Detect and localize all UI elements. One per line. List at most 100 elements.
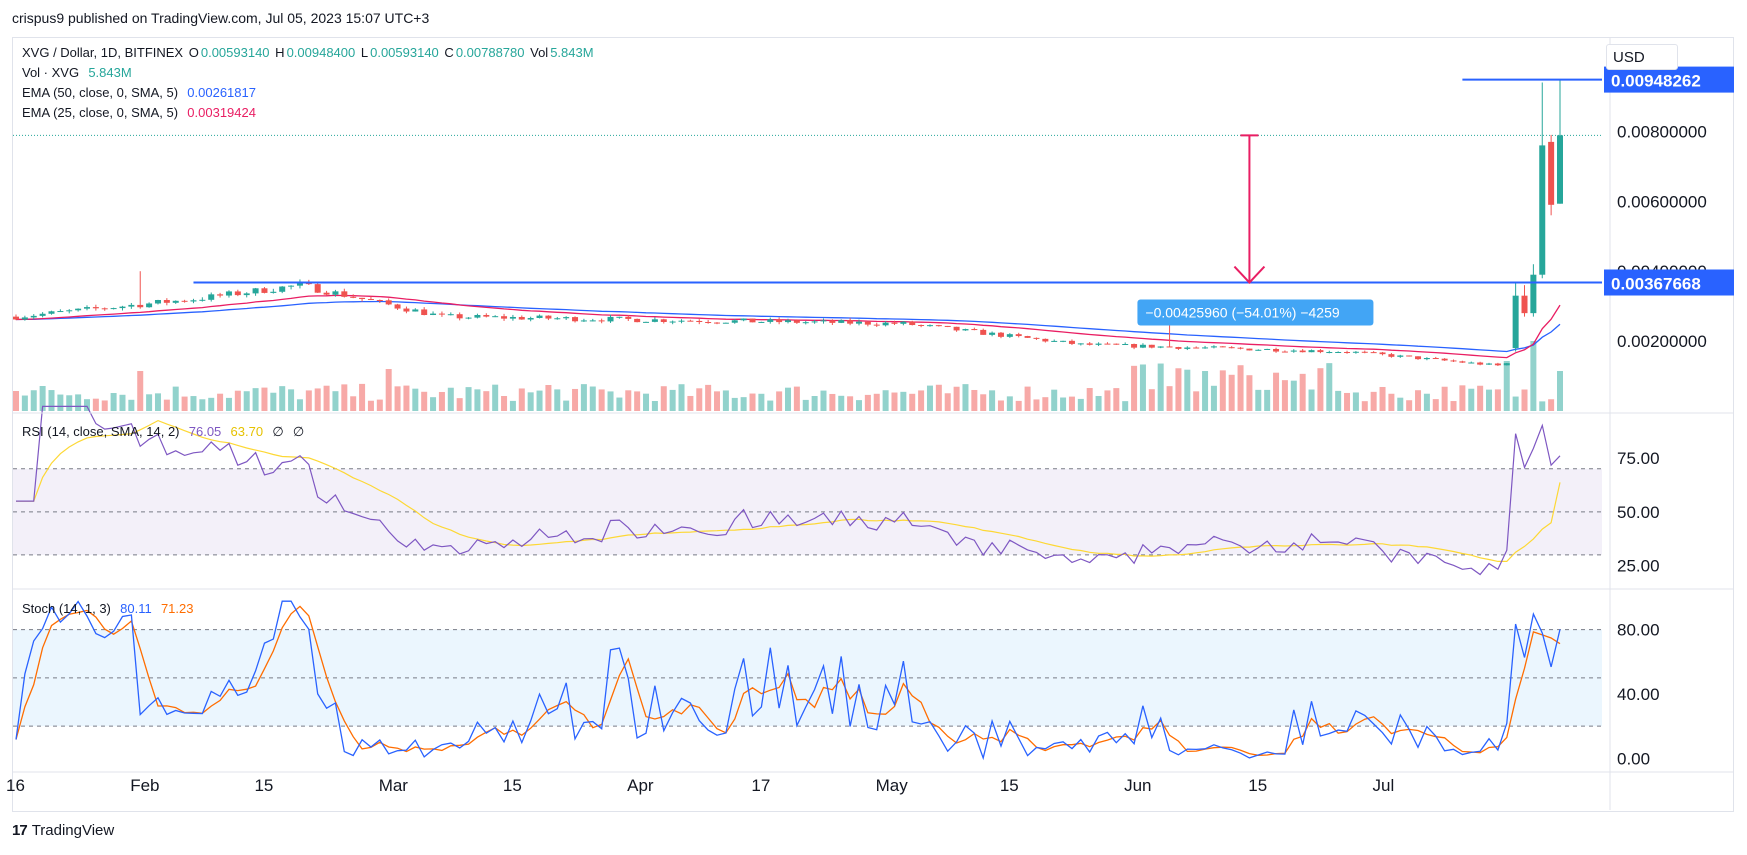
stoch-tick-label: 0.00 [1617, 749, 1650, 768]
candle-body [403, 308, 410, 312]
open-label: O [188, 45, 199, 60]
ema50-value: 0.00261817 [187, 85, 256, 100]
volume-bar [225, 397, 232, 411]
candle-body [1477, 362, 1484, 365]
candle-body [1210, 346, 1217, 348]
volume-bar [1512, 396, 1519, 411]
measure-arrowhead [1233, 265, 1266, 284]
volume-bar [802, 399, 809, 411]
time-tick-label: Feb [130, 776, 159, 795]
volume-bar [1210, 385, 1217, 411]
volume-bar [492, 384, 499, 411]
candle-body [607, 316, 614, 322]
rsi-line [16, 405, 1561, 576]
time-tick-label: 15 [503, 776, 522, 795]
volume-bar [1060, 397, 1067, 411]
candle-body [21, 317, 28, 320]
candle-body [1406, 355, 1413, 357]
candle-body [944, 325, 951, 327]
volume-bar [882, 390, 889, 411]
candle-body [997, 332, 1004, 337]
candle-body [767, 319, 774, 322]
candle-body [1015, 334, 1022, 337]
candle-body [234, 291, 241, 296]
candle-body [873, 324, 880, 326]
volume-bar [146, 394, 153, 411]
candle-body [376, 300, 383, 302]
volume-bar [1299, 373, 1306, 411]
candle-body [1157, 346, 1164, 348]
candle-body [421, 309, 428, 316]
candle-body [651, 319, 658, 322]
candle-body [980, 329, 987, 335]
candle-body [1317, 350, 1324, 353]
candle-body [785, 320, 791, 323]
volume-bar [1051, 389, 1058, 411]
volume-bar [580, 384, 587, 411]
candle-body [616, 316, 623, 318]
currency-selector[interactable]: USD [1606, 44, 1678, 70]
rsi-empty-1: ∅ [272, 424, 284, 439]
candle-body [1521, 295, 1528, 314]
time-tick-label: Mar [379, 776, 409, 795]
candle-body [199, 299, 206, 301]
volume-bar [30, 390, 37, 411]
candle-body [1148, 344, 1155, 348]
volume-bar [1175, 368, 1182, 411]
volume-bar [270, 392, 277, 411]
volume-bar [208, 397, 215, 411]
candle-body [864, 321, 871, 325]
volume-bar [456, 398, 463, 411]
vol-value: 5.843M [550, 45, 594, 60]
volume-bar [616, 397, 623, 411]
candle-body [1299, 350, 1306, 353]
volume-bar [1219, 370, 1226, 411]
volume-bar [563, 400, 570, 411]
volume-bar [1148, 389, 1155, 411]
candle-body [163, 300, 170, 303]
volume-bar [1015, 400, 1022, 411]
volume-bar [1539, 401, 1546, 411]
candle-body [1228, 347, 1235, 349]
candle-body [154, 300, 161, 304]
volume-bar [1326, 363, 1333, 411]
volume-bar [767, 400, 774, 411]
volume-bar [678, 384, 685, 411]
stoch-d-value: 71.23 [160, 601, 194, 616]
candle-body [1361, 351, 1368, 353]
candle-body [1024, 336, 1031, 338]
candle-body [1095, 343, 1102, 345]
volume-bar [39, 386, 46, 411]
candle-body [687, 320, 694, 322]
candle-body [208, 294, 215, 300]
volume-bar [829, 393, 836, 411]
candle-body [1344, 352, 1351, 354]
rsi-ma-value: 63.70 [230, 424, 264, 439]
volume-bar [190, 396, 197, 411]
candle-body [137, 304, 144, 308]
volume-bar [864, 394, 871, 411]
candle-body [1219, 346, 1226, 348]
volume-bar [323, 385, 330, 411]
candle-body [1326, 352, 1333, 354]
volume-bar [527, 392, 534, 411]
candle-body [1264, 348, 1271, 350]
ema50-legend: EMA (50, close, 0, SMA, 5) 0.00261817 [22, 85, 258, 100]
candle-body [1273, 348, 1280, 352]
candle-body [634, 318, 641, 323]
volume-bar [811, 396, 818, 411]
volume-bar [1494, 389, 1501, 411]
candle-body [1450, 360, 1457, 362]
volume-bar [740, 397, 747, 411]
volume-bar [1255, 389, 1262, 411]
candle-body [1175, 347, 1182, 349]
volume-bar [909, 393, 916, 411]
volume-bar [350, 396, 357, 411]
candle-body [909, 321, 916, 326]
tradingview-footer[interactable]: 17 TradingView [12, 822, 114, 839]
candle-body [882, 322, 889, 326]
volume-bar [1281, 380, 1288, 411]
volume-bar [1423, 393, 1430, 411]
candle-body [288, 285, 295, 287]
